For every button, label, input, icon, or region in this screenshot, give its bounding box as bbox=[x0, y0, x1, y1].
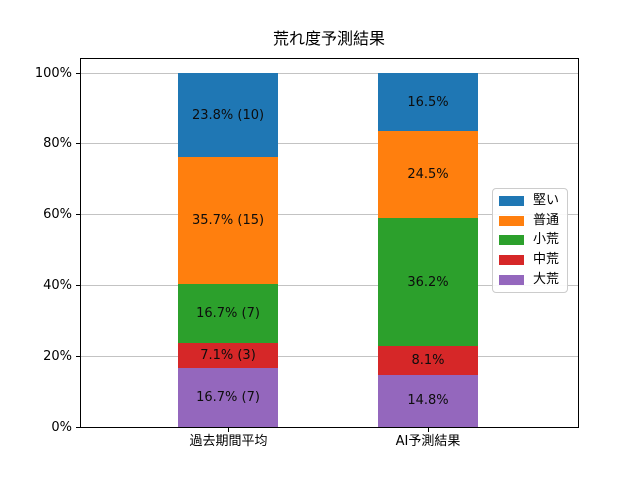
legend-swatch bbox=[499, 275, 524, 286]
gridline bbox=[81, 284, 578, 286]
bar-segment bbox=[378, 346, 478, 375]
y-tick-mark bbox=[76, 284, 80, 286]
bar-segment-label: 14.8% bbox=[407, 393, 449, 409]
x-tick-mark bbox=[228, 428, 229, 432]
bar-segment bbox=[378, 374, 478, 427]
legend-label: 小荒 bbox=[533, 232, 560, 248]
legend-label: 堅い bbox=[533, 192, 560, 208]
bar-segment bbox=[378, 73, 478, 132]
bar-segment-label: 16.5% bbox=[407, 94, 449, 110]
bar-segment-label: 16.7% (7) bbox=[196, 389, 260, 405]
bar-segment-label: 36.2% bbox=[407, 274, 449, 290]
legend-swatch bbox=[499, 215, 524, 226]
legend-swatch bbox=[499, 195, 524, 206]
legend-item: 中荒 bbox=[499, 250, 563, 270]
legend-label: 中荒 bbox=[533, 252, 560, 268]
bar-segment-label: 23.8% (10) bbox=[191, 107, 265, 123]
gridline bbox=[81, 72, 578, 74]
bar-segment bbox=[178, 157, 278, 284]
bar-segment-label: 16.7% (7) bbox=[196, 305, 260, 321]
legend-item: 堅い bbox=[499, 191, 563, 211]
x-axis-label: 過去期間平均 bbox=[189, 434, 268, 449]
bar-segment bbox=[178, 283, 278, 343]
y-tick-mark bbox=[76, 426, 80, 428]
gridline bbox=[81, 355, 578, 357]
bar-segment-label: 8.1% bbox=[411, 352, 445, 368]
bar-segment-label: 7.1% (3) bbox=[200, 347, 256, 363]
legend-swatch bbox=[499, 255, 524, 266]
y-tick-label: 40% bbox=[43, 277, 72, 293]
legend-item: 普通 bbox=[499, 211, 563, 231]
y-tick-mark bbox=[76, 143, 80, 145]
y-tick-label: 80% bbox=[43, 136, 72, 152]
y-tick-label: 20% bbox=[43, 348, 72, 364]
y-tick-label: 0% bbox=[51, 419, 72, 435]
bar-segment-label: 24.5% bbox=[407, 167, 449, 183]
bar-segment-label: 35.7% (15) bbox=[191, 212, 265, 228]
y-tick-mark bbox=[76, 355, 80, 357]
legend-label: 普通 bbox=[533, 212, 560, 228]
legend-item: 大荒 bbox=[499, 270, 563, 290]
bar-segment bbox=[378, 217, 478, 346]
x-tick-mark bbox=[427, 428, 429, 432]
chart-title: 荒れ度予測結果 bbox=[272, 29, 385, 48]
bar-segment bbox=[178, 367, 278, 427]
y-tick-mark bbox=[76, 72, 80, 74]
x-axis-label: AI予測結果 bbox=[395, 434, 461, 449]
legend-swatch bbox=[499, 235, 524, 246]
y-tick-mark bbox=[76, 214, 80, 216]
legend-item: 小荒 bbox=[499, 231, 563, 251]
y-tick-label: 60% bbox=[43, 207, 72, 223]
y-tick-label: 100% bbox=[34, 65, 72, 81]
gridline bbox=[81, 143, 578, 145]
bar-segment bbox=[378, 131, 478, 218]
bar-segment bbox=[178, 342, 278, 368]
gridline bbox=[81, 214, 578, 216]
legend-label: 大荒 bbox=[533, 272, 560, 288]
bar-segment bbox=[178, 73, 278, 158]
legend: 堅い普通小荒中荒大荒 bbox=[492, 188, 568, 293]
